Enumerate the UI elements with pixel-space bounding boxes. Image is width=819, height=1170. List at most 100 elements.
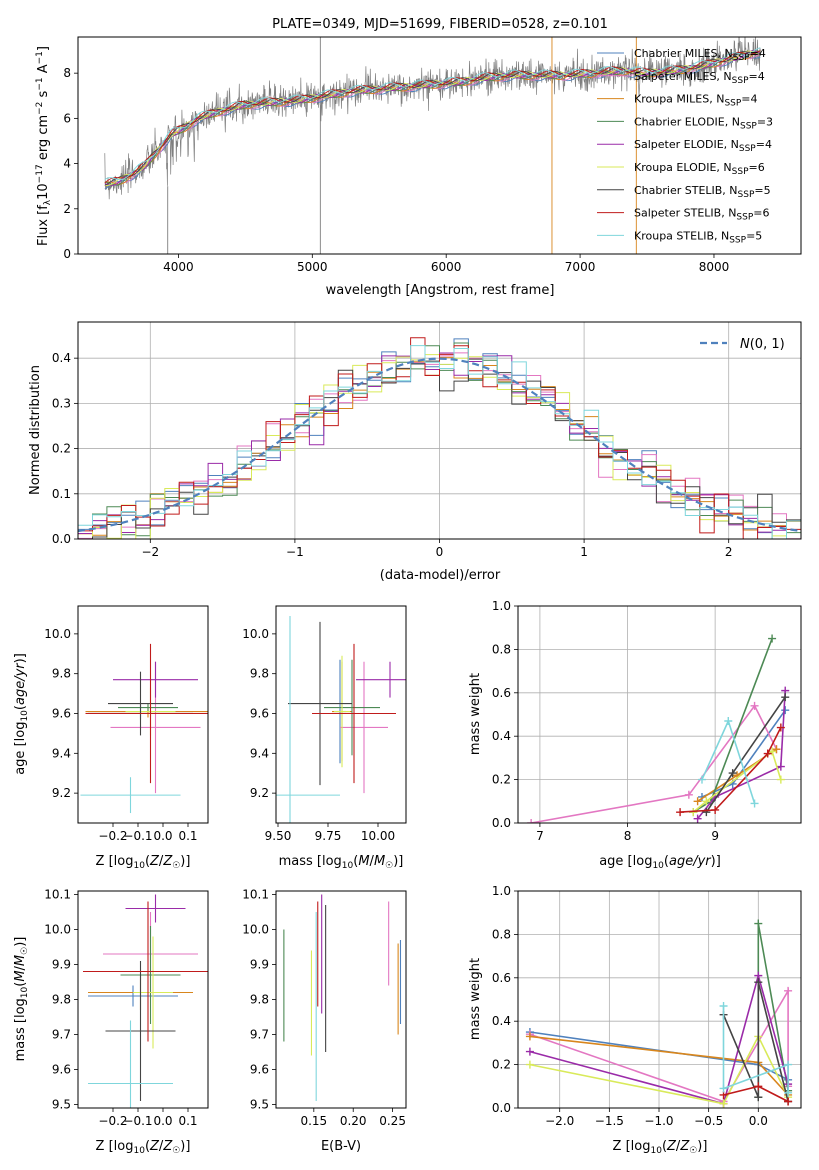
age_vs_mass-axes: 9.50 9.75 10.00 9.2 9.4 9.6 9.8 10.0: [242, 627, 395, 843]
y-tick-label: 2: [63, 202, 71, 216]
weight_vs_Z-plot: [525, 919, 793, 1108]
y-tick-label: 1.0: [492, 599, 511, 613]
model-fit-line: [104, 51, 761, 186]
y-tick-label: 9.6: [250, 1063, 269, 1077]
legend-label: Chabrier MILES, NSSP=4: [634, 47, 766, 63]
age_vs_mass-frame: [275, 605, 407, 824]
y-tick-label: 0.2: [52, 442, 71, 456]
x-tick-label: 4000: [163, 260, 194, 274]
y-tick-label: 9.2: [52, 786, 71, 800]
weight-line: [680, 727, 782, 813]
weight-marker: [719, 1084, 728, 1093]
weight-marker: [525, 1032, 534, 1041]
legend-label: Kroupa STELIB, NSSP=5: [634, 229, 762, 245]
x-tick-label: 1: [580, 545, 588, 559]
ageZ-ylabel: age [log10(age/yr)]: [13, 653, 30, 775]
age_vs_Z-frame: [77, 605, 209, 824]
weight-marker: [684, 790, 693, 799]
massZ-xlabel: Z [log10(Z/Z☉)]: [96, 1139, 191, 1156]
mass_vs_EBV-plot: [283, 894, 402, 1101]
spectrum-xlabel: wavelength [Angstrom, rest frame]: [326, 283, 555, 298]
weight-marker: [719, 1002, 728, 1011]
weight-marker: [724, 717, 733, 726]
x-tick-label: 9: [711, 829, 719, 843]
x-tick-label: 0.15: [300, 1114, 327, 1128]
y-tick-label: 9.8: [52, 993, 71, 1007]
weight-line: [757, 923, 789, 1098]
normal-curve: [78, 357, 801, 533]
histogram-plot: [78, 337, 801, 539]
ageMass-xlabel: mass [log10(M/M☉)]: [279, 854, 404, 871]
weight-marker: [768, 634, 777, 643]
x-tick-label: 10.00: [361, 829, 395, 843]
weight-marker: [781, 706, 790, 715]
x-tick-label: 6000: [431, 260, 462, 274]
spectrum-plot: [104, 37, 762, 254]
mass_vs_EBV-frame: [275, 890, 407, 1109]
weight-marker: [784, 1088, 793, 1097]
histogram-frame: [77, 321, 802, 540]
y-tick-label: 9.6: [52, 1063, 71, 1077]
y-tick-label: 9.6: [52, 707, 71, 721]
weight-marker: [697, 775, 706, 784]
x-tick-label: 7000: [565, 260, 596, 274]
age_vs_Z-plot: [80, 643, 208, 814]
weight-marker: [525, 1060, 534, 1069]
x-tick-label: 9.50: [265, 829, 292, 843]
weight-line: [722, 981, 789, 1102]
age_vs_Z-axes: −0.2−0.1 0.0 0.1 9.2 9.4 9.6 9.8 10.0: [44, 627, 197, 843]
model-fit-line: [104, 47, 761, 181]
y-tick-label: 9.4: [52, 746, 71, 760]
legend-label: N(0, 1): [740, 337, 785, 352]
histogram-ylabel: Normed distribution: [28, 365, 43, 495]
weightAge-xlabel: age [log10(age/yr)]: [599, 854, 721, 871]
y-tick-label: 9.2: [250, 786, 269, 800]
weight-marker: [754, 919, 763, 928]
weight-marker: [750, 701, 759, 710]
weight_vs_age-plot: [527, 634, 790, 823]
y-tick-label: 0.2: [492, 1058, 511, 1072]
residuals-axes: −2 −1 0 1 2 0.0 0.1 0.2 0.3 0.4: [52, 322, 801, 559]
weightZ-ylabel: mass weight: [468, 958, 483, 1040]
weight-marker: [784, 986, 793, 995]
y-tick-label: 0: [63, 247, 71, 261]
y-tick-label: 10.0: [242, 627, 269, 641]
y-tick-label: 9.9: [250, 958, 269, 972]
weightAge-ylabel: mass weight: [468, 673, 483, 755]
y-tick-label: 10.0: [44, 923, 71, 937]
y-tick-label: 0.2: [492, 773, 511, 787]
weight-marker: [728, 769, 737, 778]
y-tick-label: 0.3: [52, 396, 71, 410]
y-tick-label: 0.0: [52, 532, 71, 546]
y-tick-label: 0.0: [492, 1101, 511, 1115]
spectrum-frame: [77, 36, 802, 255]
weight-marker: [772, 745, 781, 754]
x-tick-label: 8000: [699, 260, 730, 274]
weight-line: [529, 1034, 789, 1105]
y-tick-label: 9.9: [52, 958, 71, 972]
weight-marker: [776, 775, 785, 784]
spectrum-axes: 4000 5000 6000 7000 8000 0 2 4 6 8: [63, 66, 729, 274]
y-tick-label: 8: [63, 66, 71, 80]
weight-line: [692, 750, 782, 813]
massEBV-xlabel: E(B-V): [321, 1139, 361, 1154]
weight-marker: [754, 1082, 763, 1091]
x-tick-label: 0.20: [340, 1114, 367, 1128]
y-tick-label: 9.5: [52, 1098, 71, 1112]
legend-label: Chabrier ELODIE, NSSP=3: [634, 115, 773, 131]
x-tick-label: −2.0: [545, 1114, 574, 1128]
weight-marker: [781, 693, 790, 702]
model-fit-line: [104, 50, 761, 184]
model-fit-line: [104, 50, 761, 186]
legend-label: Salpeter MILES, NSSP=4: [634, 70, 765, 86]
weight-marker: [754, 978, 763, 987]
y-tick-label: 10.0: [242, 923, 269, 937]
weightZ-xlabel: Z [log10(Z/Z☉)]: [613, 1139, 708, 1156]
spectrum-ylabel: Flux [fλ10−17 erg cm−2 s−1 A−1]: [35, 46, 53, 246]
weight-line: [723, 1085, 789, 1103]
y-tick-label: 6: [63, 111, 71, 125]
weight-marker: [776, 762, 785, 771]
y-tick-label: 0.8: [492, 642, 511, 656]
legend-label: Chabrier STELIB, NSSP=5: [634, 184, 771, 200]
